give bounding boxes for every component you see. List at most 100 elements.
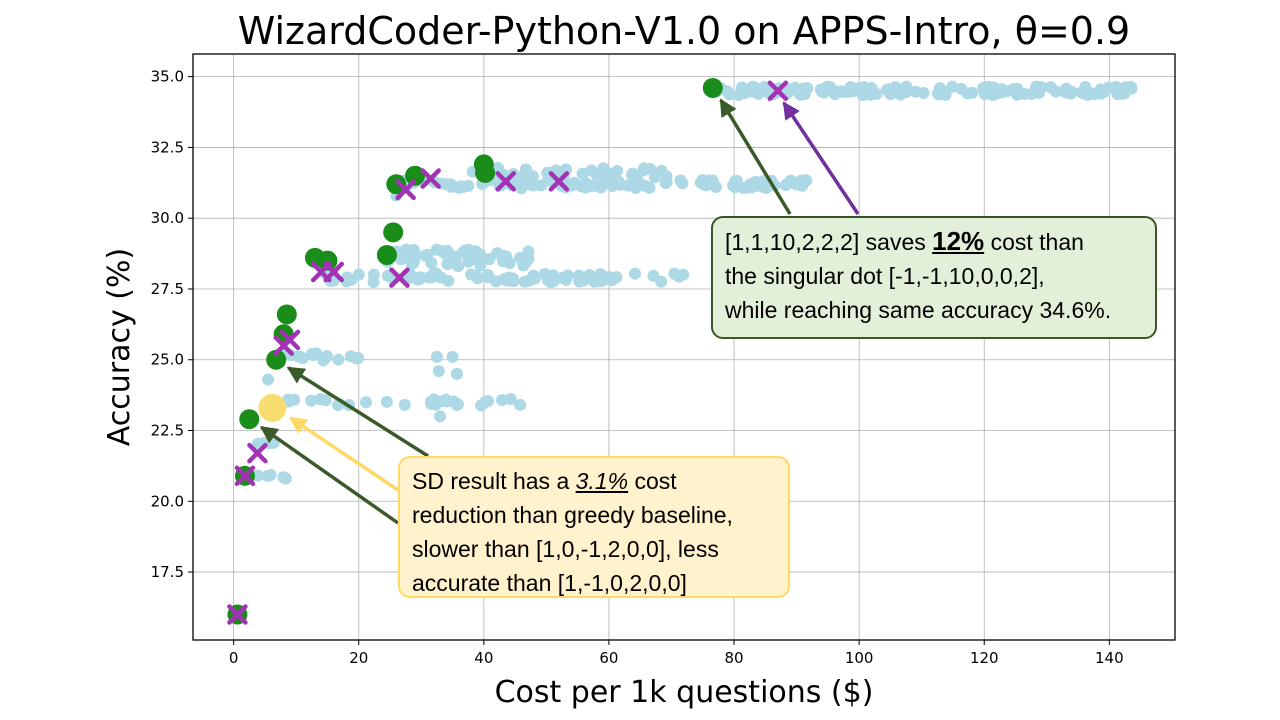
config-point [613, 177, 626, 190]
config-point [630, 171, 643, 184]
config-point [398, 398, 411, 411]
config-point [977, 82, 990, 95]
config-point [955, 82, 968, 95]
config-point [341, 271, 354, 284]
pareto-point [383, 222, 404, 243]
config-point [586, 179, 599, 192]
config-point [344, 350, 357, 363]
config-point [443, 249, 456, 262]
config-point [450, 367, 463, 380]
singular-points [227, 80, 789, 625]
annotation-savings-line-1: [1,1,10,2,2,2] saves 12% cost than [725, 226, 1084, 256]
config-point [490, 275, 503, 288]
config-point [720, 85, 733, 98]
pareto-point [376, 244, 397, 265]
config-point [497, 255, 510, 268]
config-point [518, 275, 531, 288]
singular-point [323, 261, 344, 283]
config-point [1060, 82, 1073, 95]
pareto-point [702, 77, 723, 98]
config-point [332, 353, 345, 366]
pareto-point [475, 162, 496, 183]
config-point [483, 253, 496, 266]
config-point [407, 256, 420, 269]
singular-point [389, 267, 410, 288]
config-point [677, 268, 690, 281]
config-point [440, 395, 453, 408]
config-point [432, 365, 445, 378]
config-point [422, 271, 435, 284]
pareto-point [276, 304, 297, 325]
annotation-sd-line-2: reduction than greedy baseline, [412, 502, 733, 528]
config-point [425, 256, 438, 269]
config-point [917, 86, 930, 99]
singular-point [548, 171, 570, 192]
config-point [676, 177, 689, 190]
singular-point [279, 329, 301, 351]
config-point [319, 394, 332, 407]
x-tick-label: 100 [845, 649, 874, 667]
config-point [754, 82, 767, 95]
config-point [479, 395, 492, 408]
config-point [597, 273, 610, 286]
config-point [277, 471, 290, 484]
annotation-savings-line-2: the singular dot [-1,-1,10,0,0,2], [725, 263, 1045, 289]
y-tick-label: 20.0 [151, 492, 184, 510]
annotation-savings-line-3: while reaching same accuracy 34.6%. [725, 297, 1112, 323]
config-point [425, 397, 438, 410]
singular-point [395, 179, 416, 201]
config-point [507, 275, 520, 288]
config-point [894, 86, 907, 99]
x-tick-label: 20 [349, 649, 368, 667]
config-point [296, 352, 309, 365]
x-axis-label: Cost per 1k questions ($) [495, 675, 874, 710]
config-point [756, 176, 769, 189]
singular-point [227, 604, 248, 625]
arrow-to-pareto-point [719, 98, 792, 215]
config-point [454, 180, 467, 193]
pareto-point [317, 250, 338, 271]
singular-point [767, 80, 789, 102]
config-point [1111, 88, 1124, 101]
singular-point [247, 442, 268, 464]
config-point [605, 168, 618, 181]
config-point [738, 85, 751, 98]
config-point [1094, 87, 1107, 100]
y-axis-ticks: 17.5 20.0 22.5 25.0 27.5 30.0 32.5 35.0 [151, 68, 193, 581]
config-point [933, 82, 946, 95]
y-tick-label: 27.5 [151, 280, 184, 298]
chart-title: WizardCoder-Python-V1.0 on APPS-Intro, θ… [238, 9, 1130, 53]
config-point [585, 164, 598, 177]
config-point [561, 269, 574, 282]
x-tick-label: 40 [474, 649, 493, 667]
annotation-sd-line-3: slower than [1,0,-1,2,0,0], less [412, 536, 719, 562]
config-point [305, 394, 318, 407]
savings-percent: 12% [932, 226, 985, 256]
config-point [730, 174, 743, 187]
config-point [1119, 81, 1132, 94]
config-point [451, 398, 464, 411]
config-point [504, 393, 517, 406]
config-point [610, 271, 623, 284]
y-tick-label: 35.0 [151, 68, 184, 86]
config-point [1018, 88, 1031, 101]
config-point [469, 269, 482, 282]
config-point [367, 276, 380, 289]
x-tick-label: 80 [724, 649, 743, 667]
config-point [481, 268, 494, 281]
config-point [801, 82, 814, 95]
y-axis-label: Accuracy (%) [102, 248, 137, 446]
config-point [519, 163, 532, 176]
singular-point [495, 171, 516, 192]
config-point [638, 162, 651, 175]
config-point [573, 275, 586, 288]
arrow-to-singular-point [782, 101, 860, 215]
config-point [462, 255, 475, 268]
config-point [835, 85, 848, 98]
arrow-to-pareto-config-2 [259, 425, 400, 525]
config-point [655, 164, 668, 177]
y-tick-label: 22.5 [151, 422, 184, 440]
sd-reduction-percent: 3.1% [575, 468, 629, 494]
config-point [261, 469, 274, 482]
config-point [434, 410, 447, 423]
